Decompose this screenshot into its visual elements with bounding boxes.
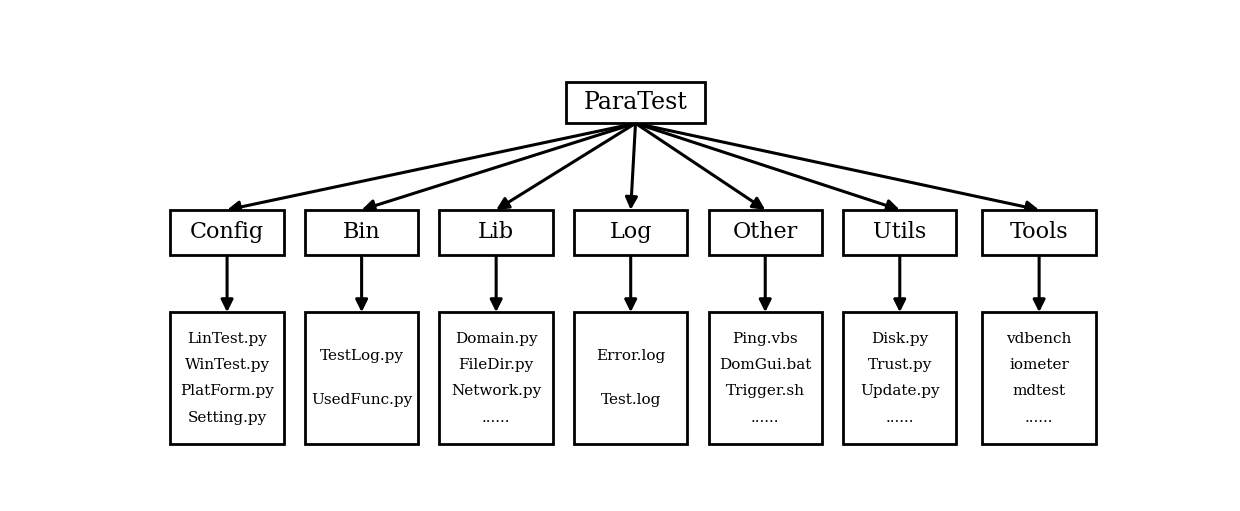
Bar	[843, 312, 956, 444]
Text: Log: Log	[609, 221, 652, 243]
Text: Lib: Lib	[479, 221, 515, 243]
Bar	[708, 210, 822, 255]
Text: Other: Other	[733, 221, 797, 243]
Text: UsedFunc.py: UsedFunc.py	[311, 393, 412, 407]
Text: DomGui.bat: DomGui.bat	[719, 358, 811, 372]
Bar	[170, 210, 284, 255]
Text: Disk.py: Disk.py	[872, 332, 929, 345]
Text: LinTest.py: LinTest.py	[187, 332, 267, 345]
Text: PlatForm.py: PlatForm.py	[180, 384, 274, 398]
Text: Update.py: Update.py	[861, 384, 940, 398]
Bar	[982, 312, 1096, 444]
Bar	[439, 210, 553, 255]
Text: WinTest.py: WinTest.py	[185, 358, 269, 372]
Bar	[843, 210, 956, 255]
Bar	[565, 82, 706, 123]
Bar	[305, 312, 418, 444]
Bar	[708, 312, 822, 444]
Text: Trust.py: Trust.py	[868, 358, 932, 372]
Bar	[305, 210, 418, 255]
Text: Trigger.sh: Trigger.sh	[725, 384, 805, 398]
Text: ......: ......	[751, 411, 780, 425]
Text: Domain.py: Domain.py	[455, 332, 537, 345]
Text: Config: Config	[190, 221, 264, 243]
Text: mdtest: mdtest	[1013, 384, 1065, 398]
Bar	[439, 312, 553, 444]
Text: Utils: Utils	[873, 221, 926, 243]
Text: ParaTest: ParaTest	[584, 91, 687, 114]
Bar	[170, 312, 284, 444]
Bar	[982, 210, 1096, 255]
Text: vdbench: vdbench	[1007, 332, 1071, 345]
Text: Network.py: Network.py	[451, 384, 542, 398]
Text: ......: ......	[482, 411, 511, 425]
Bar	[574, 312, 687, 444]
Text: ......: ......	[885, 411, 914, 425]
Text: Test.log: Test.log	[600, 393, 661, 407]
Text: TestLog.py: TestLog.py	[320, 349, 403, 363]
Text: Tools: Tools	[1009, 221, 1069, 243]
Text: iometer: iometer	[1009, 358, 1069, 372]
Text: Setting.py: Setting.py	[187, 411, 267, 425]
Text: FileDir.py: FileDir.py	[459, 358, 533, 372]
Text: Ping.vbs: Ping.vbs	[733, 332, 799, 345]
Bar	[574, 210, 687, 255]
Text: Error.log: Error.log	[596, 349, 666, 363]
Text: Bin: Bin	[342, 221, 381, 243]
Text: ......: ......	[1025, 411, 1053, 425]
